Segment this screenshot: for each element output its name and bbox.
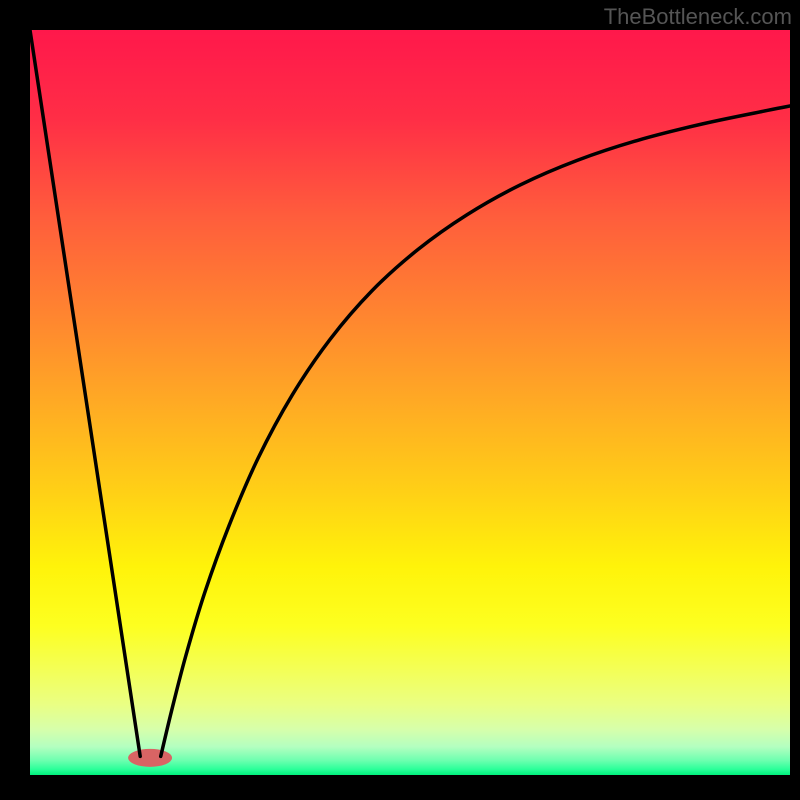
bottleneck-chart (30, 30, 790, 775)
optimal-point-marker (128, 749, 172, 767)
chart-svg (30, 30, 790, 775)
gradient-background (30, 30, 790, 775)
watermark-text: TheBottleneck.com (604, 4, 792, 30)
